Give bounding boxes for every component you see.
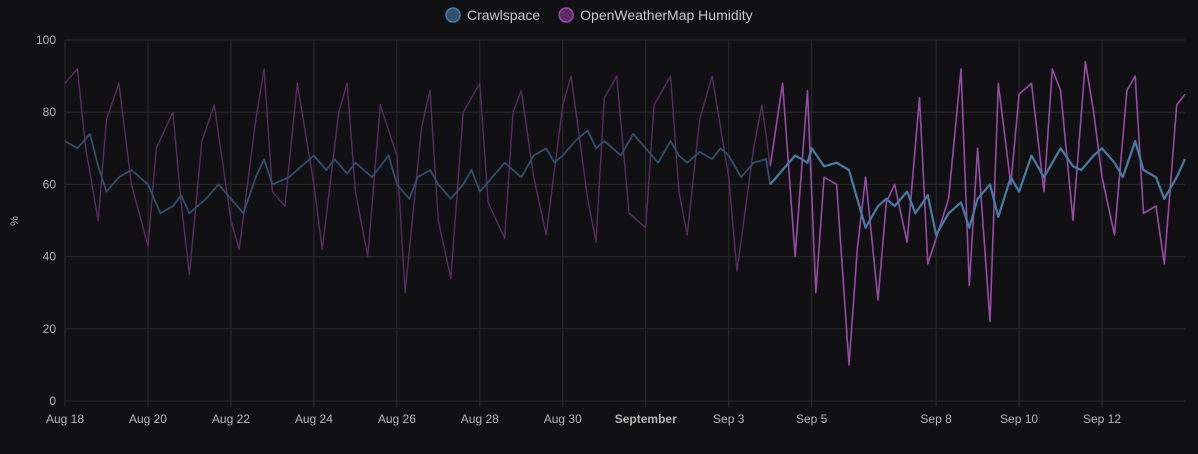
x-tick-label: Aug 28	[461, 412, 499, 426]
x-tick-label: Aug 20	[129, 412, 167, 426]
series-crawlspace	[64, 129, 1186, 236]
legend-item[interactable]: Crawlspace	[445, 7, 540, 23]
crawlspace-line-earlier	[64, 129, 772, 215]
legend-item[interactable]: OpenWeatherMap Humidity	[558, 7, 753, 23]
legend-label: OpenWeatherMap Humidity	[580, 7, 752, 23]
humidity-line-earlier	[64, 68, 771, 294]
y-tick-label: 0	[49, 394, 56, 408]
y-tick-label: 80	[43, 105, 57, 119]
x-tick-label: Aug 26	[378, 412, 416, 426]
y-tick-label: 40	[43, 250, 57, 264]
x-tick-label: Aug 30	[544, 412, 582, 426]
x-tick-label: Sep 5	[796, 412, 828, 426]
grid-lines	[64, 39, 1185, 407]
y-tick-label: 100	[36, 33, 56, 47]
x-tick-label: Sep 3	[713, 412, 745, 426]
x-tick-label: Aug 22	[212, 412, 250, 426]
series-humidity	[64, 60, 1186, 366]
y-tick-label: 20	[43, 322, 57, 336]
x-tick-label: Aug 24	[295, 412, 333, 426]
x-tick-label: Sep 8	[920, 412, 952, 426]
crawlspace-line-recent	[769, 140, 1186, 236]
x-tick-label: Sep 10	[1000, 412, 1038, 426]
legend-label: Crawlspace	[467, 7, 540, 23]
x-tick-label: Sep 12	[1083, 412, 1121, 426]
legend-swatch	[558, 7, 574, 23]
series-group	[64, 60, 1186, 366]
y-tick-label: 60	[43, 177, 57, 191]
x-tick-label: September	[615, 412, 677, 426]
y-axis: 0 20 40 60 80 100	[36, 33, 56, 408]
y-axis-title: %	[9, 216, 21, 226]
legend[interactable]: Crawlspace OpenWeatherMap Humidity	[445, 7, 753, 23]
x-tick-label: Aug 18	[46, 412, 84, 426]
x-axis: Aug 18 Aug 20 Aug 22 Aug 24 Aug 26 Aug 28 Aug …	[46, 412, 1121, 426]
legend-swatch	[445, 7, 461, 23]
humidity-line-recent	[769, 60, 1186, 366]
